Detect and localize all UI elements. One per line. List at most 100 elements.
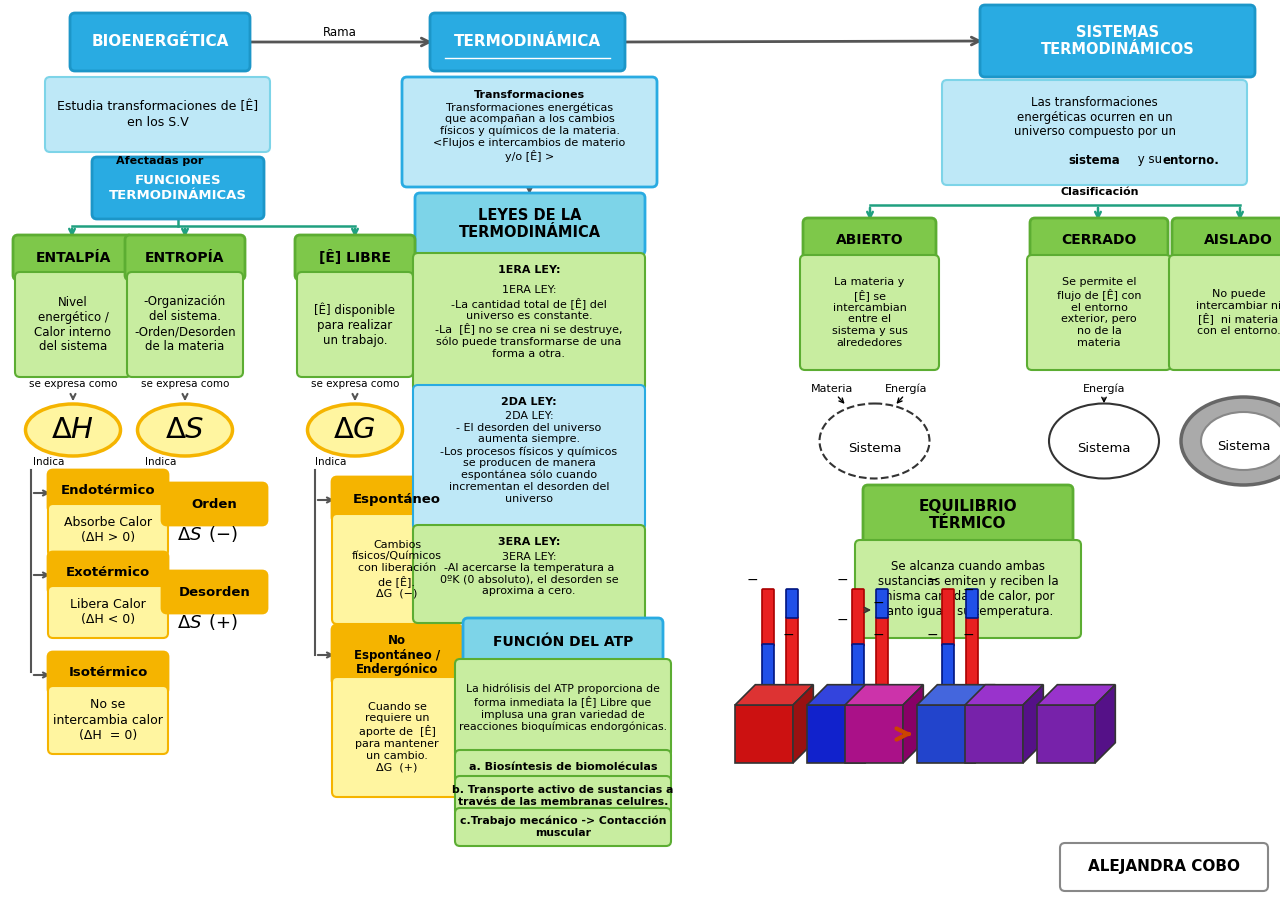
FancyBboxPatch shape [942,80,1247,185]
FancyBboxPatch shape [402,77,657,187]
FancyBboxPatch shape [786,617,797,686]
Text: Cuando se
requiere un
aporte de  [Ê]
para mantener
un cambio.
ΔG  (+): Cuando se requiere un aporte de [Ê] para… [355,702,439,772]
FancyBboxPatch shape [762,644,774,686]
FancyBboxPatch shape [49,586,168,638]
Polygon shape [916,685,996,705]
Text: BIOENERGÉTICA: BIOENERGÉTICA [91,34,229,50]
FancyBboxPatch shape [332,514,462,624]
FancyBboxPatch shape [294,235,415,280]
FancyBboxPatch shape [70,13,250,71]
Text: -Organización
del sistema.
-Orden/Desorden
de la materia: -Organización del sistema. -Orden/Desord… [134,295,236,353]
Text: FUNCIÓN DEL ATP: FUNCIÓN DEL ATP [493,635,634,649]
Text: ALEJANDRA COBO: ALEJANDRA COBO [1088,860,1240,874]
Text: 2DA LEY:
- El desorden del universo
aumenta siempre.
-Los procesos físicos y quí: 2DA LEY: - El desorden del universo aume… [440,411,617,504]
Text: b. Transporte activo de sustancias a
través de las membranas celulres.: b. Transporte activo de sustancias a tra… [452,786,673,807]
FancyBboxPatch shape [413,385,645,530]
FancyBboxPatch shape [454,808,671,846]
Text: ENTROPÍA: ENTROPÍA [145,250,225,265]
Text: a. Biosíntesis de biomoléculas: a. Biosíntesis de biomoléculas [468,762,657,772]
Text: $\Delta H$: $\Delta H$ [51,416,95,444]
Text: se expresa como: se expresa como [311,379,399,389]
Text: La hidrólisis del ATP proporciona de
forma inmediata la [Ê] Libre que
implusa un: La hidrólisis del ATP proporciona de for… [460,684,667,732]
Polygon shape [965,705,1023,763]
FancyBboxPatch shape [49,552,168,594]
Text: Se permite el
flujo de [Ê] con
el entorno
exterior, pero
no de la
materia: Se permite el flujo de [Ê] con el entorn… [1057,277,1142,348]
Text: FUNCIONES
TERMODINÁMICAS: FUNCIONES TERMODINÁMICAS [109,174,247,202]
Text: CERRADO: CERRADO [1061,234,1137,247]
Text: No puede
intercambiar ni
[Ê]  ni materia
con el entorno.: No puede intercambiar ni [Ê] ni materia … [1196,289,1280,336]
FancyBboxPatch shape [1027,255,1171,370]
Text: Sistema: Sistema [1078,442,1130,456]
FancyBboxPatch shape [15,272,131,377]
Text: Energía: Energía [1083,384,1125,394]
Text: Energía: Energía [886,384,928,394]
FancyBboxPatch shape [966,617,978,686]
Polygon shape [1094,685,1115,763]
Text: EQUILIBRIO
TÉRMICO: EQUILIBRIO TÉRMICO [919,499,1018,531]
FancyBboxPatch shape [1060,843,1268,891]
Text: −: − [963,583,974,597]
Polygon shape [735,705,794,763]
Text: 3ERA LEY:: 3ERA LEY: [498,537,561,547]
Text: SISTEMAS
TERMODINÁMICOS: SISTEMAS TERMODINÁMICOS [1041,24,1194,57]
FancyBboxPatch shape [413,253,645,391]
FancyBboxPatch shape [942,589,954,646]
Text: Sistema: Sistema [1217,439,1270,452]
Text: $\Delta S$: $\Delta S$ [165,416,205,444]
Text: $\Delta G$: $\Delta G$ [334,416,376,444]
Text: Exotérmico: Exotérmico [65,566,150,580]
Text: ABIERTO: ABIERTO [836,234,904,247]
Text: 3ERA LEY:
-Al acercarse la temperatura a
0ºK (0 absoluto), el desorden se
aproxi: 3ERA LEY: -Al acercarse la temperatura a… [440,552,618,596]
Polygon shape [1037,685,1115,705]
Text: −: − [782,628,794,642]
FancyBboxPatch shape [852,589,864,646]
Text: La materia y
[Ê] se
intercambian
entre el
sistema y sus
alrededores: La materia y [Ê] se intercambian entre e… [832,277,908,348]
Text: TERMODINÁMICA: TERMODINÁMICA [454,34,602,50]
Text: Libera Calor
(ΔH < 0): Libera Calor (ΔH < 0) [70,598,146,626]
Text: Espontáneo: Espontáneo [353,493,442,506]
FancyBboxPatch shape [163,483,268,525]
FancyBboxPatch shape [163,571,268,613]
Text: sistema: sistema [1069,153,1120,167]
FancyBboxPatch shape [430,13,625,71]
Text: Cambios
físicos/Químicos
con liberación
de [Ê].
ΔG  (−): Cambios físicos/Químicos con liberación … [352,540,442,598]
Text: Materia: Materia [812,384,854,394]
FancyBboxPatch shape [463,618,663,666]
Text: Se alcanza cuando ambas
sustancias emiten y reciben la
misma cantidad de calor, : Se alcanza cuando ambas sustancias emite… [878,560,1059,618]
Text: 2DA LEY:: 2DA LEY: [502,397,557,407]
Text: −: − [963,628,974,642]
Polygon shape [902,685,923,763]
Text: 1ERA LEY:
-La cantidad total de [Ê] del
universo es constante.
-La  [Ê] no se cr: 1ERA LEY: -La cantidad total de [Ê] del … [435,285,623,359]
Ellipse shape [1050,403,1158,478]
Polygon shape [806,685,886,705]
FancyBboxPatch shape [92,157,264,219]
Text: Clasificación: Clasificación [1061,187,1139,197]
Text: $\Delta S\;\,(-)$: $\Delta S\;\,(-)$ [177,524,238,544]
Text: Desorden: Desorden [179,585,251,599]
FancyBboxPatch shape [1030,218,1169,263]
FancyBboxPatch shape [45,77,270,152]
FancyBboxPatch shape [966,589,978,618]
FancyBboxPatch shape [786,589,797,618]
Text: −: − [927,628,938,642]
FancyBboxPatch shape [876,589,888,618]
Text: −: − [872,628,883,642]
Polygon shape [965,685,1043,705]
FancyBboxPatch shape [332,677,462,797]
Text: Transformaciones energéticas
que acompañan a los cambios
físicos y químicos de l: Transformaciones energéticas que acompañ… [434,102,626,162]
Text: Absorbe Calor
(ΔH > 0): Absorbe Calor (ΔH > 0) [64,516,152,544]
Text: Endotérmico: Endotérmico [60,485,155,497]
Text: Indica: Indica [145,457,177,467]
FancyBboxPatch shape [803,218,936,263]
Ellipse shape [1201,412,1280,470]
Text: Indica: Indica [315,457,347,467]
FancyBboxPatch shape [980,5,1254,77]
Text: Afectadas por: Afectadas por [116,156,204,166]
Text: Estudia transformaciones de [Ê]
en los S.V: Estudia transformaciones de [Ê] en los S… [56,101,259,129]
Text: c.Trabajo mecánico -> Contacción
muscular: c.Trabajo mecánico -> Contacción muscula… [460,816,667,838]
Ellipse shape [137,404,233,456]
FancyBboxPatch shape [49,686,168,754]
FancyBboxPatch shape [415,193,645,255]
Text: 1ERA LEY:: 1ERA LEY: [498,265,561,275]
Polygon shape [735,685,813,705]
